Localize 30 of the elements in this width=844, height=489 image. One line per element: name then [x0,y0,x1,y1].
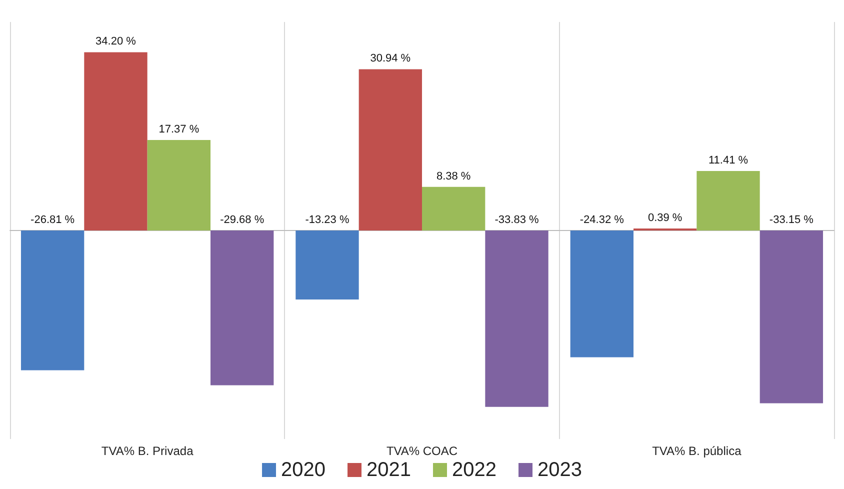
bar [84,52,148,230]
legend-label: 2021 [366,459,412,481]
data-label: -33.83 % [494,214,539,226]
legend-label: 2020 [281,459,326,481]
data-label: 11.41 % [708,154,748,167]
x-tick-label: TVA% B. Privada [101,444,194,458]
bar [485,230,548,407]
bar [147,140,211,230]
bar [570,230,634,358]
data-label: 30.94 % [370,52,411,65]
data-label: -29.68 % [220,214,264,226]
legend-label: 2023 [537,459,582,481]
bar [20,230,84,370]
legend-label: 2022 [452,459,496,481]
bar [210,230,274,386]
bar [760,230,824,404]
data-label: -26.81 % [30,214,75,226]
bar [296,230,359,300]
data-label: -24.32 % [580,214,624,226]
x-tick-label: TVA% B. pública [652,444,742,458]
bar [422,186,486,230]
data-label: 34.20 % [96,36,136,48]
data-label: -13.23 % [305,214,350,226]
bar [696,171,760,230]
data-label: 0.39 % [648,212,682,224]
x-tick-label: TVA% COAC [386,444,458,458]
bar [358,69,422,230]
data-label: -33.15 % [769,214,814,226]
data-label: 8.38 % [436,170,471,182]
data-label: 17.37 % [158,123,200,136]
